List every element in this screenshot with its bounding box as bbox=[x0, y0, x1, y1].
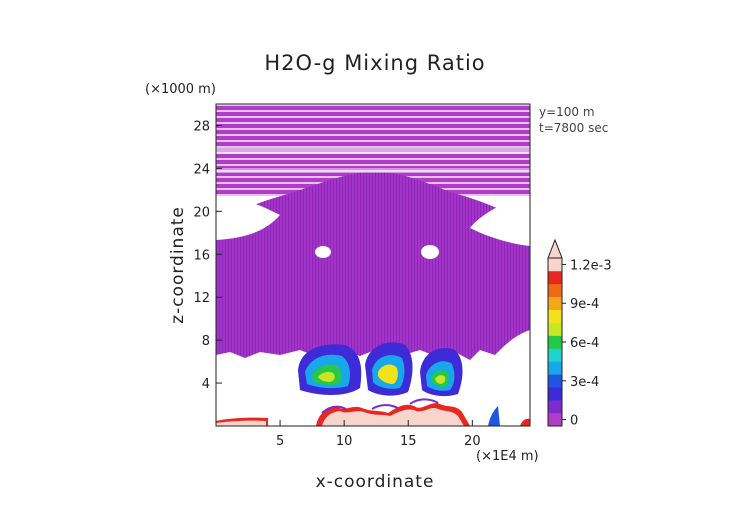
moist-core-center bbox=[365, 342, 413, 396]
colorbar-swatch bbox=[548, 361, 562, 375]
y-tick-label: 20 bbox=[193, 205, 210, 220]
colorbar-swatch bbox=[548, 374, 562, 388]
x-tick-label: 20 bbox=[464, 434, 481, 449]
y-tick-label: 24 bbox=[193, 162, 210, 177]
x-tick-label: 5 bbox=[276, 434, 284, 449]
plot-frame bbox=[215, 103, 531, 427]
y-tick-label: 4 bbox=[202, 377, 210, 392]
dense-vapor-layer bbox=[216, 172, 530, 360]
y-tick-label: 8 bbox=[202, 334, 210, 349]
colorbar-extend-arrow bbox=[547, 238, 563, 259]
moist-core-left bbox=[298, 344, 362, 395]
colorbar-swatch bbox=[548, 387, 562, 401]
plot-area bbox=[216, 104, 530, 426]
colorbar-tick-label: 6e-4 bbox=[570, 336, 599, 351]
colorbar-swatch bbox=[548, 335, 562, 349]
y-axis-ticks: 4 8 12 16 20 24 28 bbox=[193, 119, 222, 392]
y-axis-label: z-coordinate bbox=[168, 206, 188, 324]
x-tick-label: 10 bbox=[336, 434, 353, 449]
x-unit-label: (×1E4 m) bbox=[476, 449, 539, 464]
colorbar-tick-label: 0 bbox=[570, 414, 578, 429]
striped-band-a bbox=[216, 148, 530, 154]
moist-core-right bbox=[420, 348, 463, 397]
colorbar-swatch bbox=[548, 283, 562, 298]
clear-gap-right bbox=[470, 196, 530, 246]
x-axis-ticks: 5 10 15 20 bbox=[276, 420, 481, 449]
colorbar-swatch bbox=[548, 309, 562, 323]
y-unit-label: (×1000 m) bbox=[145, 82, 216, 97]
annotation-y: y=100 m bbox=[539, 105, 595, 119]
colorbar-swatch bbox=[548, 296, 562, 310]
y-tick-label: 16 bbox=[193, 248, 210, 263]
annotation-t: t=7800 sec bbox=[539, 121, 608, 135]
clear-pocket-left bbox=[315, 246, 331, 258]
colorbar-swatch bbox=[548, 322, 562, 336]
colorbar-tick-label: 3e-4 bbox=[570, 375, 599, 390]
x-tick-label: 15 bbox=[400, 434, 417, 449]
colorbar-swatch bbox=[548, 400, 562, 414]
y-tick-label: 12 bbox=[193, 291, 210, 306]
colorbar-tick-label: 9e-4 bbox=[570, 297, 599, 312]
colorbar-tick-label: 1.2e-3 bbox=[570, 258, 612, 273]
chart-title: H2O-g Mixing Ratio bbox=[264, 51, 485, 75]
colorbar-swatch bbox=[548, 348, 562, 362]
clear-pocket-right bbox=[421, 245, 439, 259]
colorbar-swatch bbox=[548, 270, 562, 285]
clear-gap-left bbox=[216, 198, 280, 240]
colorbar-swatch bbox=[548, 258, 562, 272]
x-axis-label: x-coordinate bbox=[316, 472, 435, 492]
colorbar-swatch bbox=[548, 413, 562, 427]
y-tick-label: 28 bbox=[193, 119, 210, 134]
striped-band-b bbox=[216, 168, 530, 173]
surface-layer bbox=[216, 398, 530, 426]
colorbar: 0 3e-4 6e-4 9e-4 1.2e-3 bbox=[547, 238, 612, 429]
